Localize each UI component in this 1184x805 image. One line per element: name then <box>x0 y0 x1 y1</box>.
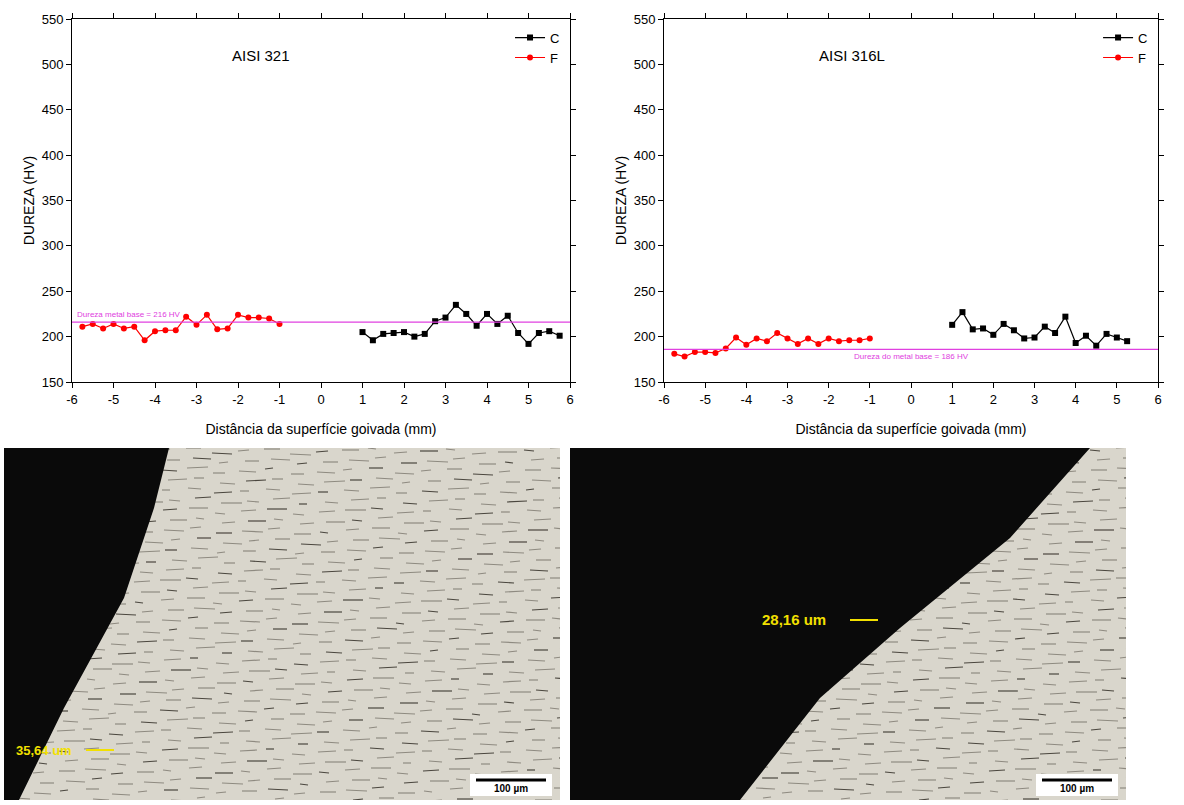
svg-text:-1: -1 <box>274 392 286 407</box>
svg-text:150: 150 <box>634 375 656 390</box>
svg-text:-1: -1 <box>864 392 876 407</box>
svg-text:200: 200 <box>42 329 64 344</box>
svg-text:-6: -6 <box>658 392 670 407</box>
svg-text:-5: -5 <box>108 392 120 407</box>
svg-text:6: 6 <box>1154 392 1161 407</box>
svg-text:-3: -3 <box>782 392 794 407</box>
svg-text:Dureza metal base = 216 HV: Dureza metal base = 216 HV <box>77 310 181 319</box>
svg-text:AISI 321: AISI 321 <box>232 47 290 64</box>
svg-text:2: 2 <box>990 392 997 407</box>
svg-text:F: F <box>550 51 558 66</box>
svg-text:AISI 316L: AISI 316L <box>819 47 885 64</box>
svg-text:-2: -2 <box>823 392 835 407</box>
svg-text:DUREZA (HV): DUREZA (HV) <box>613 156 629 245</box>
svg-text:300: 300 <box>634 238 656 253</box>
svg-text:350: 350 <box>42 193 64 208</box>
svg-text:6: 6 <box>566 392 573 407</box>
svg-text:550: 550 <box>42 12 64 27</box>
svg-text:28,16 um: 28,16 um <box>762 611 826 628</box>
svg-text:0: 0 <box>907 392 914 407</box>
svg-text:400: 400 <box>634 148 656 163</box>
svg-text:100 µm: 100 µm <box>494 783 528 794</box>
svg-text:1: 1 <box>359 392 366 407</box>
svg-text:3: 3 <box>1031 392 1038 407</box>
svg-text:-5: -5 <box>699 392 711 407</box>
svg-text:250: 250 <box>634 284 656 299</box>
svg-text:3: 3 <box>442 392 449 407</box>
svg-text:250: 250 <box>42 284 64 299</box>
svg-text:C: C <box>1138 31 1147 46</box>
svg-text:-4: -4 <box>149 392 161 407</box>
svg-text:2: 2 <box>400 392 407 407</box>
svg-text:400: 400 <box>42 148 64 163</box>
svg-text:450: 450 <box>634 102 656 117</box>
svg-text:-6: -6 <box>66 392 78 407</box>
svg-text:100 µm: 100 µm <box>1060 783 1094 794</box>
svg-text:4: 4 <box>483 392 490 407</box>
svg-text:DUREZA (HV): DUREZA (HV) <box>21 156 37 245</box>
svg-text:150: 150 <box>42 375 64 390</box>
svg-text:1: 1 <box>949 392 956 407</box>
svg-text:0: 0 <box>317 392 324 407</box>
svg-text:Distância da superfície goivad: Distância da superfície goivada (mm) <box>795 421 1026 437</box>
svg-text:350: 350 <box>634 193 656 208</box>
svg-text:5: 5 <box>525 392 532 407</box>
svg-text:300: 300 <box>42 238 64 253</box>
svg-text:C: C <box>550 31 559 46</box>
svg-text:-3: -3 <box>191 392 203 407</box>
svg-text:4: 4 <box>1072 392 1079 407</box>
svg-text:F: F <box>1138 51 1146 66</box>
svg-text:Dureza do metal base = 186 HV: Dureza do metal base = 186 HV <box>854 352 969 361</box>
svg-text:35,64 um: 35,64 um <box>16 743 72 758</box>
svg-text:550: 550 <box>634 12 656 27</box>
svg-text:500: 500 <box>634 57 656 72</box>
svg-text:200: 200 <box>634 329 656 344</box>
svg-text:-4: -4 <box>741 392 753 407</box>
svg-text:5: 5 <box>1113 392 1120 407</box>
svg-text:Distância da superfície goivad: Distância da superfície goivada (mm) <box>205 421 436 437</box>
svg-text:-2: -2 <box>232 392 244 407</box>
svg-text:500: 500 <box>42 57 64 72</box>
svg-text:450: 450 <box>42 102 64 117</box>
